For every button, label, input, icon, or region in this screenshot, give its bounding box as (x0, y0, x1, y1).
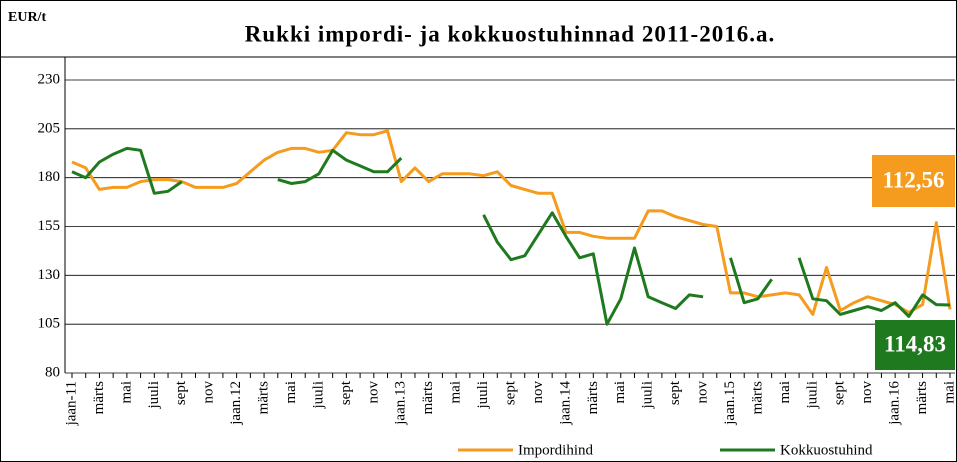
y-tick-label: 130 (38, 267, 61, 283)
y-tick-label: 205 (38, 120, 61, 136)
value-label: 112,56 (883, 167, 945, 192)
line-series (71, 129, 952, 316)
x-tick-label: märts (256, 381, 272, 414)
x-tick-label: nov (695, 381, 711, 404)
x-tick-label: jaan.13 (393, 381, 409, 426)
x-tick-label: jaan-11 (63, 381, 79, 426)
x-tick-label: sept (667, 380, 683, 405)
x-tick-label: sept (173, 380, 189, 405)
x-tick-label: jaan.16 (887, 381, 903, 426)
y-tick-label: 230 (38, 71, 61, 87)
x-tick-label: nov (201, 381, 217, 404)
x-tick-label: juuli (640, 381, 656, 410)
x-tick-label: nov (859, 381, 875, 404)
x-tick-label: jaan.14 (557, 381, 573, 426)
x-tick-label: juuli (146, 381, 162, 410)
x-tick-label: märts (420, 381, 436, 414)
value-label: 114,83 (884, 331, 946, 356)
x-tick-label: nov (365, 381, 381, 404)
x-tick-label: jaan.12 (228, 381, 244, 426)
line-series (71, 146, 951, 326)
value-label-box (875, 320, 955, 370)
x-tick-label: mai (612, 381, 628, 404)
x-tick-label: märts (91, 381, 107, 414)
x-tick-label: sept (832, 380, 848, 405)
x-tick-label: juuli (475, 381, 491, 410)
x-tick-label: mai (118, 381, 134, 404)
y-tick-label: 155 (38, 218, 61, 234)
legend-label: Impordihind (518, 442, 593, 458)
x-tick-label: nov (530, 381, 546, 404)
y-tick-label: 80 (45, 364, 60, 380)
x-tick-label: märts (585, 381, 601, 414)
y-tick-label: 105 (38, 316, 61, 332)
x-tick-label: mai (777, 381, 793, 404)
x-tick-label: sept (502, 380, 518, 405)
value-label-box (872, 155, 955, 207)
y-tick-label: 180 (38, 169, 61, 185)
legend-label: Kokkuostuhind (780, 442, 873, 458)
x-tick-label: märts (749, 381, 765, 414)
x-tick-label: juuli (804, 381, 820, 410)
x-tick-label: jaan.15 (722, 381, 738, 426)
x-tick-label: mai (283, 381, 299, 404)
x-tick-label: mai (448, 381, 464, 404)
x-tick-label: mai (941, 381, 957, 404)
x-tick-label: sept (338, 380, 354, 405)
y-axis-label: EUR/t (8, 10, 46, 25)
x-tick-label: märts (914, 381, 930, 414)
x-tick-label: juuli (310, 381, 326, 410)
chart-title: Rukki impordi- ja kokkuostuhinnad 2011-2… (245, 21, 775, 46)
